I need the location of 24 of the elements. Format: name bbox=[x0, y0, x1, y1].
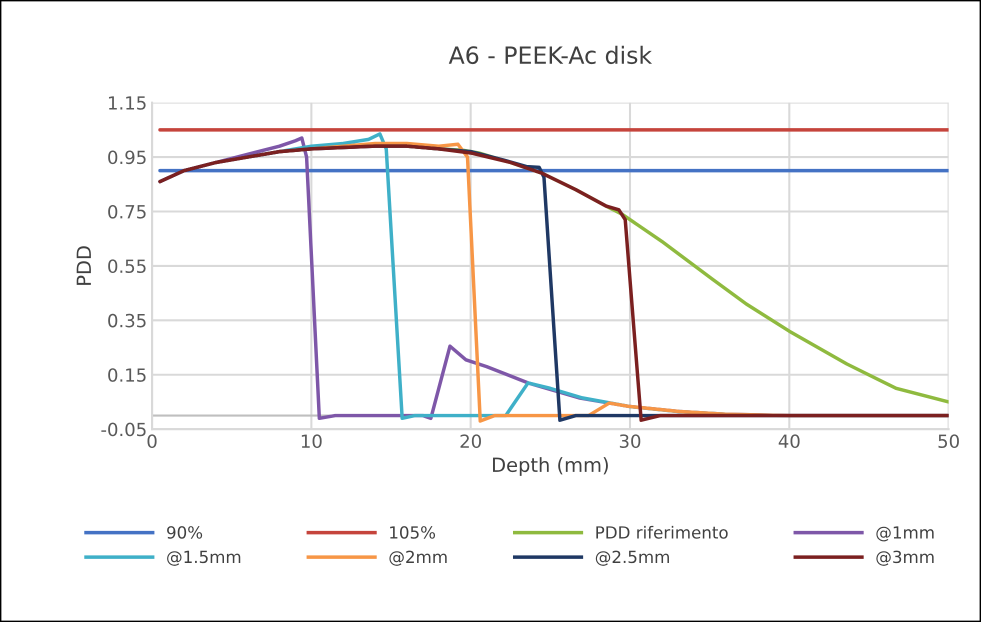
x-tick-label: 30 bbox=[620, 434, 640, 448]
x-tick-label: 50 bbox=[938, 434, 959, 448]
x-tick-label: 40 bbox=[778, 434, 800, 448]
y-tick-label: 0.55 bbox=[108, 259, 146, 274]
y-tick-label: 0.35 bbox=[108, 314, 146, 328]
legend-label: @2mm bbox=[389, 550, 447, 566]
y-tick-label: 0.75 bbox=[108, 204, 146, 219]
chart-title: A6 - PEEK-Ac disk bbox=[448, 46, 652, 64]
x-tick-label: 10 bbox=[302, 434, 322, 448]
x-tick-label: 0 bbox=[148, 434, 157, 448]
x-tick-label: 20 bbox=[460, 434, 481, 448]
y-tick-label: 0.15 bbox=[108, 368, 146, 382]
y-tick-label: -0.05 bbox=[101, 422, 146, 436]
legend-label: 105% bbox=[390, 526, 436, 539]
legend-label: @1mm bbox=[876, 526, 934, 542]
y-tick-label: 0.95 bbox=[108, 150, 146, 164]
y-tick-label: 1.15 bbox=[108, 96, 146, 110]
legend-label: PDD riferimento bbox=[596, 526, 728, 539]
x-axis-title: Depth (mm) bbox=[493, 457, 608, 476]
legend-label: 90% bbox=[167, 526, 202, 539]
y-axis-title: PDD bbox=[76, 246, 91, 285]
legend-label: @3mm bbox=[876, 550, 934, 566]
legend-label: @1.5mm bbox=[167, 550, 240, 566]
legend-label: @2.5mm bbox=[596, 550, 669, 566]
